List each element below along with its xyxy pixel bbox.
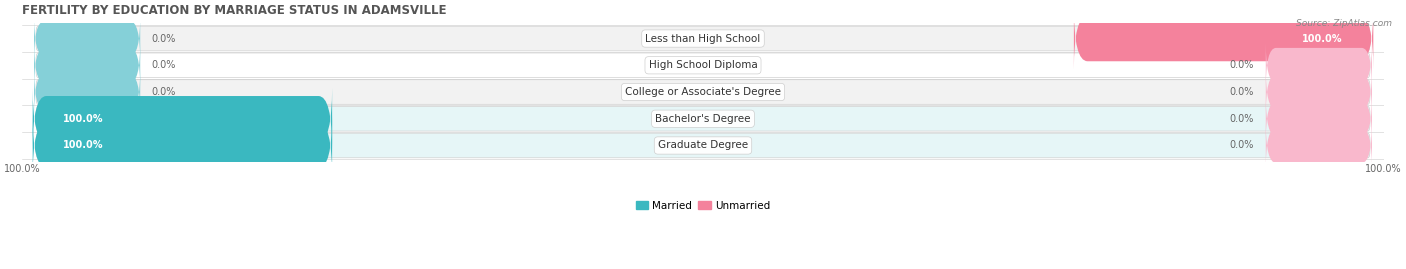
FancyBboxPatch shape	[1265, 123, 1372, 168]
Text: 0.0%: 0.0%	[1230, 140, 1254, 150]
FancyBboxPatch shape	[34, 43, 141, 88]
FancyBboxPatch shape	[34, 69, 141, 115]
Text: 0.0%: 0.0%	[152, 87, 176, 97]
FancyBboxPatch shape	[34, 16, 141, 61]
FancyBboxPatch shape	[1265, 69, 1372, 115]
Text: Less than High School: Less than High School	[645, 34, 761, 44]
FancyBboxPatch shape	[37, 107, 1369, 131]
FancyBboxPatch shape	[37, 53, 1369, 77]
FancyBboxPatch shape	[32, 115, 332, 176]
Text: 0.0%: 0.0%	[1230, 114, 1254, 124]
Legend: Married, Unmarried: Married, Unmarried	[631, 196, 775, 215]
FancyBboxPatch shape	[37, 80, 1369, 104]
Text: High School Diploma: High School Diploma	[648, 60, 758, 70]
FancyBboxPatch shape	[1074, 8, 1374, 69]
FancyBboxPatch shape	[1265, 96, 1372, 141]
Text: 100.0%: 100.0%	[63, 114, 104, 124]
Text: 0.0%: 0.0%	[152, 60, 176, 70]
Text: FERTILITY BY EDUCATION BY MARRIAGE STATUS IN ADAMSVILLE: FERTILITY BY EDUCATION BY MARRIAGE STATU…	[22, 4, 447, 17]
Text: Graduate Degree: Graduate Degree	[658, 140, 748, 150]
Text: Source: ZipAtlas.com: Source: ZipAtlas.com	[1296, 19, 1392, 28]
Text: 0.0%: 0.0%	[1230, 60, 1254, 70]
Text: 0.0%: 0.0%	[1230, 87, 1254, 97]
FancyBboxPatch shape	[1265, 43, 1372, 88]
Text: College or Associate's Degree: College or Associate's Degree	[626, 87, 780, 97]
Text: 100.0%: 100.0%	[1302, 34, 1343, 44]
Text: 0.0%: 0.0%	[152, 34, 176, 44]
FancyBboxPatch shape	[37, 133, 1369, 158]
FancyBboxPatch shape	[32, 88, 332, 150]
Text: 100.0%: 100.0%	[63, 140, 104, 150]
FancyBboxPatch shape	[37, 26, 1369, 51]
Text: Bachelor's Degree: Bachelor's Degree	[655, 114, 751, 124]
